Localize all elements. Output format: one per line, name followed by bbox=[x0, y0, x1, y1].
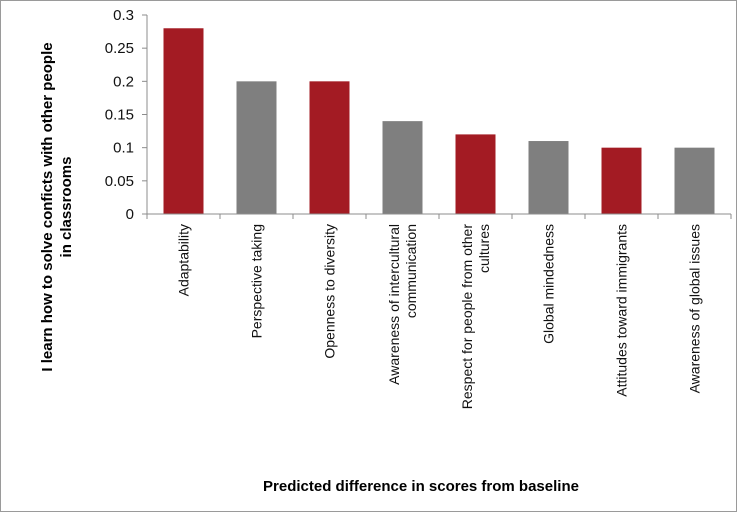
y-tick-label: 0.2 bbox=[113, 73, 134, 90]
bar bbox=[674, 147, 715, 214]
y-axis-title-line: I learn how to solve conficts with other… bbox=[39, 42, 56, 371]
x-category-label: Attitudes toward immigrants bbox=[614, 224, 630, 397]
bar bbox=[309, 81, 350, 214]
x-category-label: cultures bbox=[476, 224, 492, 273]
bar bbox=[382, 121, 423, 214]
x-category-label: Adaptability bbox=[176, 224, 192, 296]
x-category-label: Awareness of intercultural bbox=[386, 224, 402, 385]
y-tick-label: 0 bbox=[126, 206, 134, 223]
x-category-label: Openness to diversity bbox=[322, 224, 338, 359]
x-axis-labels: Adaptability Perspective taking Openness t… bbox=[176, 224, 703, 410]
bars bbox=[163, 28, 715, 215]
y-axis-ticks: 0 0.05 0.1 0.15 0.2 0.25 0.3 bbox=[105, 7, 732, 223]
x-category-label: Respect for people from other bbox=[459, 224, 475, 410]
bar bbox=[455, 134, 496, 214]
bar bbox=[236, 81, 277, 214]
bar bbox=[601, 147, 642, 214]
y-tick-label: 0.15 bbox=[105, 107, 134, 124]
x-category-label: communication bbox=[403, 224, 419, 318]
y-tick-label: 0.05 bbox=[105, 173, 134, 190]
bar bbox=[163, 28, 204, 215]
x-category-label: Perspective taking bbox=[249, 224, 265, 338]
y-axis-title-line: in classrooms bbox=[58, 157, 75, 258]
y-axis-title: I learn how to solve conficts with other… bbox=[39, 42, 75, 371]
y-tick-label: 0.3 bbox=[113, 7, 134, 24]
bar bbox=[528, 141, 569, 214]
x-category-label: Awareness of global issues bbox=[687, 224, 703, 393]
x-axis-title: Predicted difference in scores from base… bbox=[263, 478, 579, 495]
y-tick-label: 0.25 bbox=[105, 40, 134, 57]
y-tick-label: 0.1 bbox=[113, 140, 134, 157]
x-category-label: Global mindedness bbox=[541, 224, 557, 344]
